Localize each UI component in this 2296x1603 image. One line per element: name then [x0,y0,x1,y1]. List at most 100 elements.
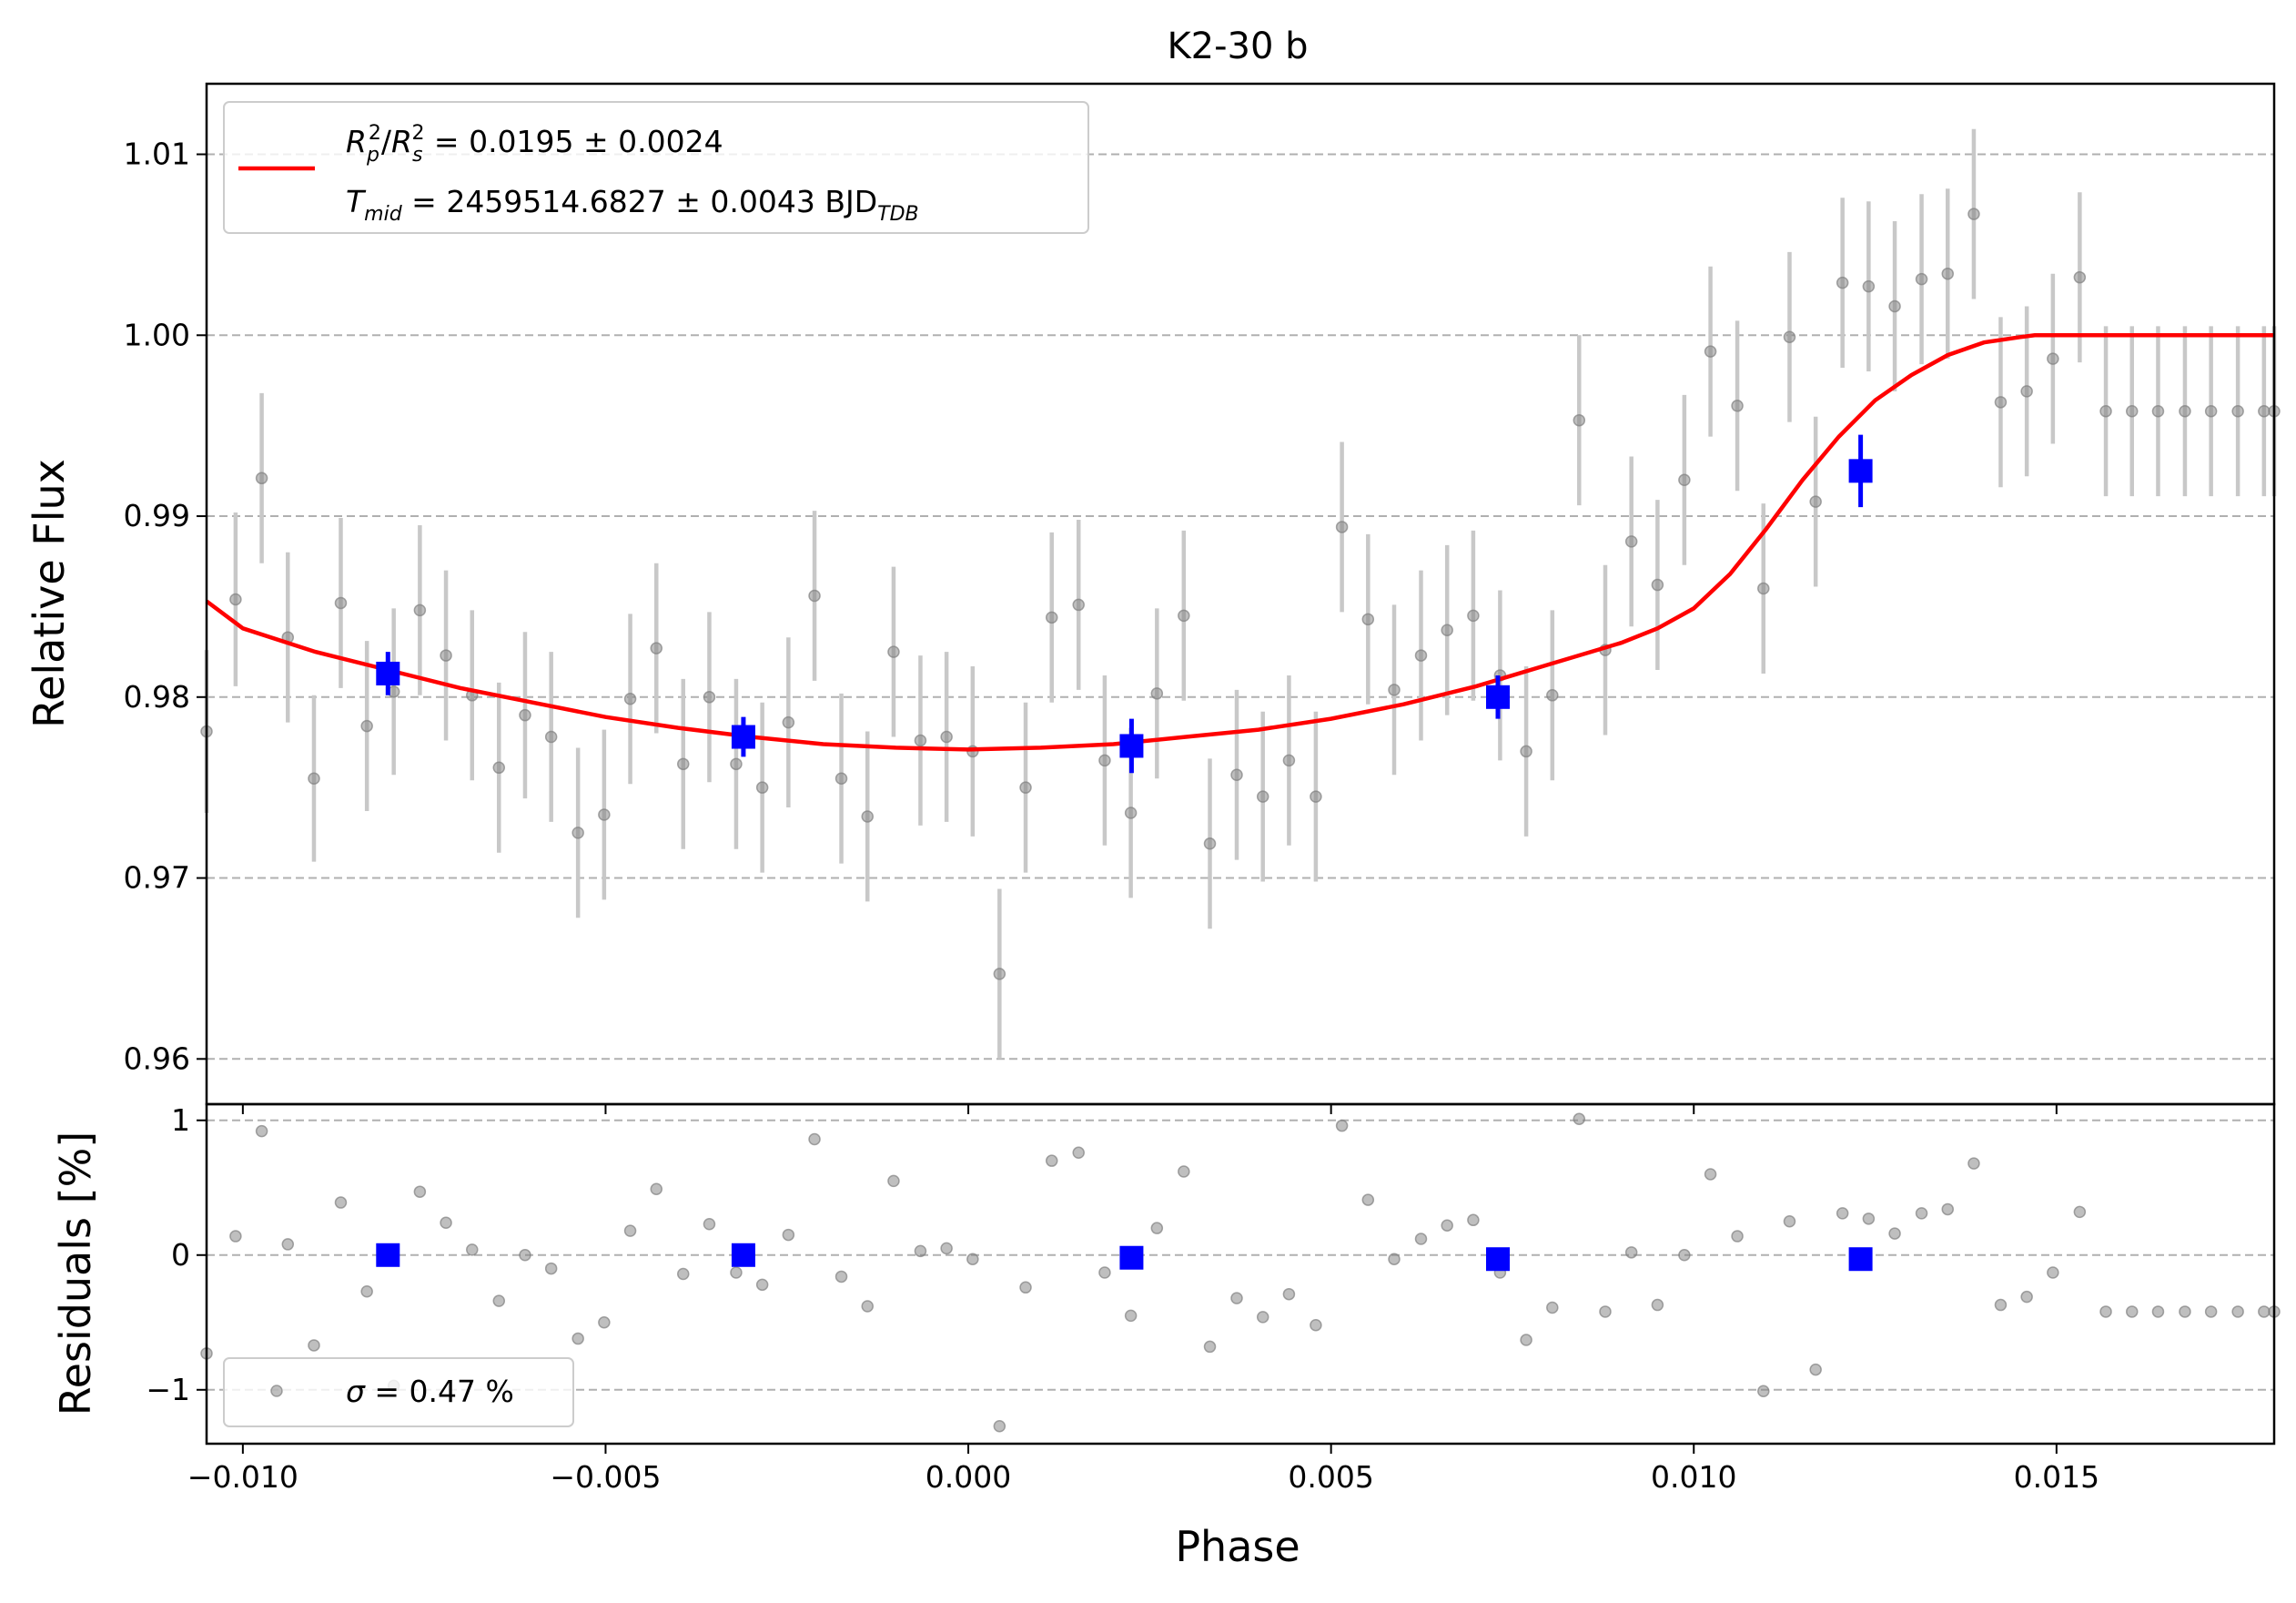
data-point [492,761,506,775]
residual-point [1045,1154,1058,1167]
data-point [440,649,452,662]
data-point [887,645,900,658]
data-point [993,968,1006,980]
data-point [544,730,558,744]
residual-point [2151,1305,2165,1318]
data-point [1467,609,1480,623]
legend-top: Rp2/Rs2 = 0.0195 ± 0.0024 Tmid = 2459514… [223,101,1089,234]
data-point [677,757,690,771]
data-point [1678,473,1691,487]
data-point [1335,521,1349,533]
residual-point [519,1249,531,1262]
residual-point [1546,1301,1559,1314]
data-point [782,715,795,729]
data-point [650,642,663,654]
residual-point [1651,1298,1664,1312]
legend-tmid-text: Tmid = 2459514.6827 ± 0.0043 BJDTDB [346,184,919,226]
binned-residuals [376,1243,1873,1272]
residual-point [1599,1305,1612,1318]
data-point [2151,405,2165,418]
residual-point [2179,1305,2191,1318]
residual-point [1124,1309,1138,1323]
y-tick-label-bottom: 0 [171,1237,190,1273]
data-point [1731,400,1744,412]
residual-points [200,1112,2281,1433]
data-point [1915,272,1928,286]
x-tick-label: −0.010 [187,1459,298,1495]
residual-point [413,1185,427,1198]
residual-point [308,1339,320,1352]
data-point [1520,745,1532,758]
data-point [2020,385,2033,398]
residual-point [1783,1215,1796,1228]
data-point [308,772,320,785]
data-point [1256,790,1269,803]
bottom-panel-frame [205,1102,2276,1446]
top-panel: 0.96 0.97 0.98 0.99 1.00 1.01 [124,82,2281,1106]
y-tick-label-bottom: 1 [171,1102,190,1138]
x-tick-label: 0.005 [1288,1459,1373,1495]
transit-model-curve [205,333,2274,752]
data-point [755,781,769,794]
binned-point [731,725,755,749]
residual-point [492,1294,506,1307]
residual-point [887,1174,900,1188]
legend-sigma-text: σ = 0.47 % [346,1374,514,1409]
data-point [1941,267,1955,280]
x-axis-label: Phase [1175,1522,1300,1571]
data-point [1651,578,1664,592]
residual-point [2020,1290,2033,1304]
residual-point [1731,1230,1744,1243]
binned-points [376,434,1873,774]
residual-point [1019,1281,1032,1294]
residual-point [940,1242,953,1255]
x-tick-label: −0.005 [550,1459,661,1495]
residual-point [1520,1334,1532,1346]
residual-point [1441,1219,1453,1232]
x-tick-label: 0.015 [2014,1459,2099,1495]
residual-point [730,1266,743,1279]
data-point [1441,624,1453,637]
residual-point [1888,1227,1901,1240]
legend-bottom: σ = 0.47 % [223,1357,574,1427]
residual-point [1230,1292,1243,1304]
binned-residual [376,1243,400,1267]
data-point [1019,781,1032,794]
residual-point [1915,1207,1928,1220]
data-point [1388,684,1401,696]
data-point [2204,405,2218,418]
y-tick-label-top: 0.96 [124,1040,190,1076]
residual-point [2231,1305,2244,1318]
chart-title: K2-30 b [1167,25,1308,67]
data-point [2073,270,2087,284]
residual-point [1150,1222,1164,1234]
data-point [1573,413,1586,427]
residual-point [966,1253,979,1265]
residual-point [334,1196,348,1209]
residual-point [360,1284,373,1298]
x-tick-label: 0.000 [925,1459,1011,1495]
data-point [360,719,373,733]
residual-point [914,1244,927,1258]
residual-point [1624,1246,1638,1259]
data-point [519,708,531,722]
legend-top-box [223,101,1089,234]
residual-point [1467,1213,1480,1227]
data-point [1414,649,1428,662]
y-tick-label-top: 1.01 [124,137,190,172]
legend-depth-text: Rp2/Rs2 = 0.0195 ± 0.0024 [346,122,723,167]
data-point [1546,689,1559,702]
residual-point [782,1228,795,1242]
data-point [1124,807,1138,819]
data-point [1045,611,1058,624]
residual-point [1704,1168,1717,1181]
residual-point [1994,1298,2008,1312]
residual-point [1678,1249,1691,1262]
binned-residual [1119,1245,1144,1270]
residual-point [2047,1266,2059,1279]
x-axis-ticks: −0.010 −0.005 0.000 0.005 0.010 0.015 [187,1104,2099,1495]
data-point [940,730,953,744]
y-tick-label-top: 0.99 [124,498,190,533]
data-point [2099,405,2112,418]
bottom-panel: −1 0 1 [146,1102,2281,1446]
